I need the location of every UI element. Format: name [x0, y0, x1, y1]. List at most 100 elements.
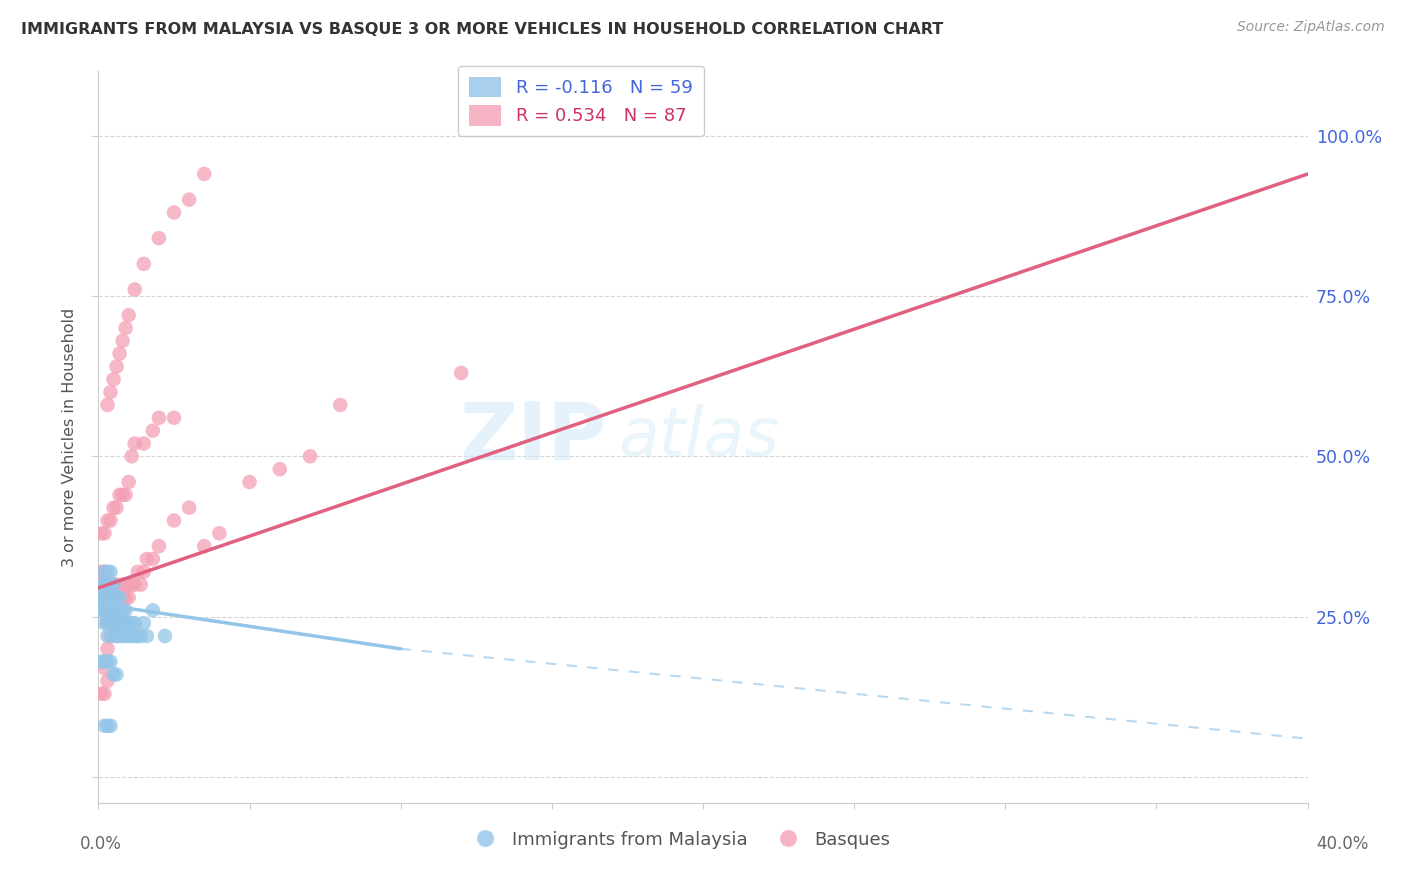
Point	[108, 616, 131, 631]
Point	[93, 591, 115, 605]
Point	[96, 655, 118, 669]
Point	[93, 616, 115, 631]
Point	[103, 629, 125, 643]
Point	[111, 488, 134, 502]
Point	[124, 616, 146, 631]
Point	[118, 629, 141, 643]
Point	[90, 577, 112, 591]
Point	[142, 424, 165, 438]
Point	[103, 577, 125, 591]
Point	[108, 629, 131, 643]
Point	[127, 629, 149, 643]
Point	[108, 591, 131, 605]
Point	[193, 167, 215, 181]
Point	[132, 257, 155, 271]
Text: atlas: atlas	[619, 404, 779, 470]
Point	[93, 565, 115, 579]
Point	[100, 719, 122, 733]
Point	[105, 591, 128, 605]
Point	[111, 603, 134, 617]
Point	[114, 577, 136, 591]
Point	[96, 616, 118, 631]
Point	[299, 450, 322, 464]
Point	[93, 719, 115, 733]
Point	[96, 577, 118, 591]
Point	[93, 565, 115, 579]
Point	[540, 122, 562, 136]
Point	[108, 616, 131, 631]
Point	[103, 603, 125, 617]
Point	[121, 616, 143, 631]
Point	[100, 629, 122, 643]
Point	[129, 577, 152, 591]
Point	[111, 591, 134, 605]
Point	[124, 283, 146, 297]
Point	[148, 231, 170, 245]
Point	[93, 577, 115, 591]
Point	[96, 719, 118, 733]
Point	[114, 321, 136, 335]
Point	[96, 641, 118, 656]
Point	[100, 603, 122, 617]
Point	[90, 526, 112, 541]
Point	[105, 577, 128, 591]
Point	[118, 475, 141, 489]
Y-axis label: 3 or more Vehicles in Household: 3 or more Vehicles in Household	[62, 308, 77, 566]
Point	[208, 526, 231, 541]
Point	[90, 577, 112, 591]
Point	[132, 436, 155, 450]
Point	[96, 591, 118, 605]
Point	[450, 366, 472, 380]
Point	[105, 616, 128, 631]
Point	[108, 603, 131, 617]
Point	[142, 603, 165, 617]
Point	[93, 603, 115, 617]
Point	[93, 661, 115, 675]
Point	[142, 552, 165, 566]
Point	[121, 629, 143, 643]
Point	[100, 591, 122, 605]
Point	[114, 629, 136, 643]
Point	[148, 410, 170, 425]
Point	[124, 436, 146, 450]
Point	[118, 308, 141, 322]
Point	[100, 577, 122, 591]
Point	[103, 577, 125, 591]
Point	[105, 603, 128, 617]
Point	[100, 616, 122, 631]
Point	[100, 565, 122, 579]
Point	[93, 577, 115, 591]
Point	[111, 629, 134, 643]
Point	[93, 526, 115, 541]
Point	[105, 603, 128, 617]
Point	[96, 514, 118, 528]
Point	[96, 591, 118, 605]
Point	[93, 603, 115, 617]
Point	[93, 687, 115, 701]
Point	[118, 591, 141, 605]
Point	[93, 591, 115, 605]
Point	[124, 577, 146, 591]
Point	[108, 591, 131, 605]
Point	[96, 577, 118, 591]
Point	[100, 385, 122, 400]
Point	[148, 539, 170, 553]
Point	[96, 673, 118, 688]
Text: 40.0%: 40.0%	[1316, 835, 1369, 853]
Point	[96, 398, 118, 412]
Point	[96, 616, 118, 631]
Point	[111, 616, 134, 631]
Point	[105, 500, 128, 515]
Point	[103, 372, 125, 386]
Point	[121, 450, 143, 464]
Point	[111, 603, 134, 617]
Point	[129, 629, 152, 643]
Point	[103, 591, 125, 605]
Point	[163, 410, 186, 425]
Point	[103, 603, 125, 617]
Point	[90, 591, 112, 605]
Point	[96, 603, 118, 617]
Point	[96, 603, 118, 617]
Point	[100, 655, 122, 669]
Point	[90, 603, 112, 617]
